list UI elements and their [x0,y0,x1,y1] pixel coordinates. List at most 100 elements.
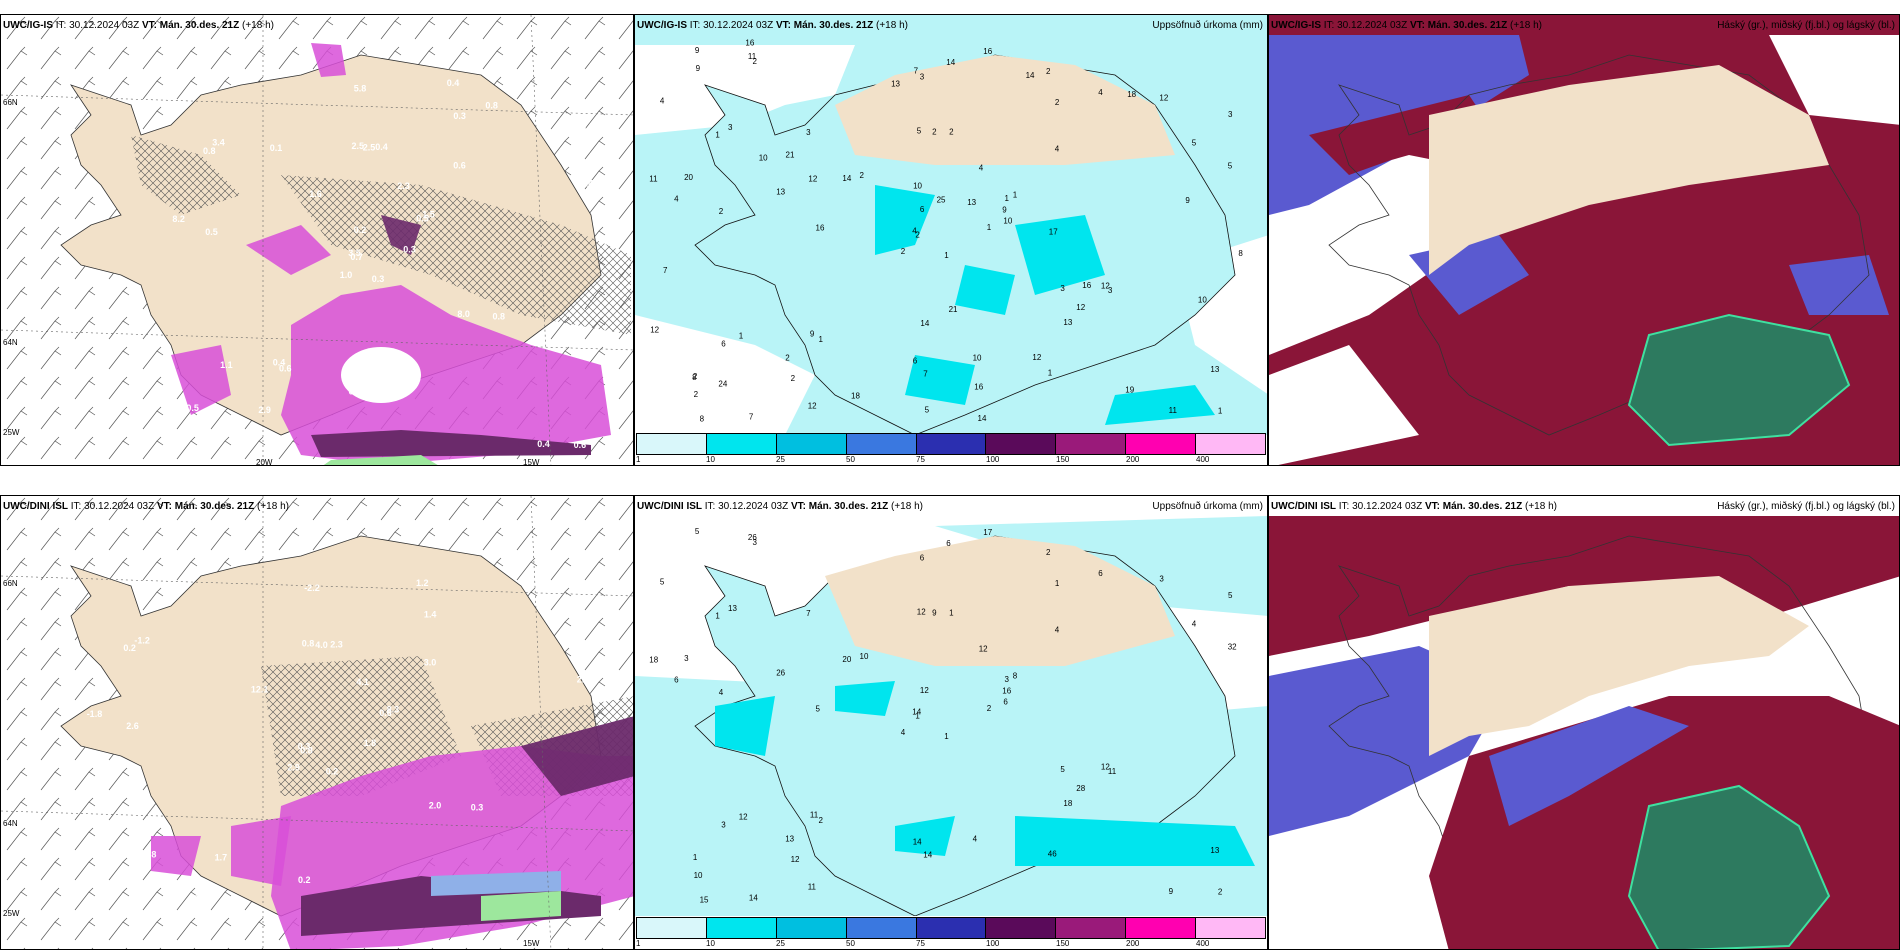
value-label: 20 [684,173,693,182]
value-label: 2 [987,704,992,713]
value-label: 6 [913,357,918,366]
value-label: 0.8 [203,146,216,156]
value-label: 5 [816,705,821,714]
wind-precip-map: 66N 64N 25W 15W 0.2 0.2 0.8 0.6 0.6 1.7 1.2 2.3… [1,496,633,949]
value-label: 3.4 [212,138,225,148]
value-label: 2.6 [126,721,139,731]
precip-value-labels: 0.2 0.2 0.8 0.6 0.6 1.7 1.2 2.3 1.4 1.8 1.3 1.5 2.6 2… [87,568,590,943]
value-label: 5 [695,527,700,536]
value-label: 11 [748,52,757,61]
value-label: 1.5 [568,926,581,936]
value-label: 13 [891,79,900,88]
value-label: 2 [719,207,724,216]
map-panel-bottom-left: UWC/DINI ISL IT: 30.12.2024 03Z VT: Mán.… [0,495,634,950]
value-label: 4 [979,164,984,173]
value-label: 12 [791,855,800,864]
value-label: 1.7 [215,853,228,863]
value-label: 14 [749,894,758,903]
panel-title: UWC/IG-IS IT: 30.12.2024 03Z VT: Mán. 30… [1271,20,1542,31]
value-label: 2 [819,816,824,825]
value-label: 9 [932,609,937,618]
value-label: 0.6 [453,161,466,171]
value-label: 1 [915,711,920,720]
grid-label-lat64: 64N [3,338,18,347]
value-label: 13 [728,604,737,613]
precipitation-map: 1122112221212324754122221333435466349111… [635,15,1267,435]
value-label: 0.3 [453,111,466,121]
value-label: 16 [983,47,992,56]
colorbar-ticks: 1 10 25 50 75 100 150 200 400 [636,455,1210,464]
value-label: 0.4 [581,124,594,134]
value-label: 14 [842,174,851,183]
panel-variable-title: Háský (gr.), miðský (fj.bl.) og lágský (… [1717,501,1895,512]
colorbar-swatch [985,918,1056,938]
value-label: 1 [1218,407,1223,416]
value-label: 2.9 [287,763,300,773]
value-label: 2 [1046,67,1051,76]
value-label: 0.4 [447,78,460,88]
value-label: 6 [946,539,951,548]
value-label: 0.8 [302,639,315,649]
value-label: 1 [944,732,949,741]
value-label: 6 [1098,569,1103,578]
value-label: 1.0 [340,270,353,280]
value-label: 1 [1013,191,1018,200]
value-label: 2.3 [330,640,343,650]
value-label: 5 [917,126,922,135]
value-label: 20 [842,655,851,664]
wind-precip-map: 66N 64N 25W 20W 15W 0.30.80.70.50.50.60.… [1,15,633,465]
value-label: 12 [979,645,988,654]
value-label: 2 [693,372,698,381]
value-label: 0.2 [354,225,367,235]
value-label: 6 [920,205,925,214]
value-label: -2.2 [304,583,320,593]
precip-magenta-area [281,285,611,465]
value-label: 24 [718,380,727,389]
value-label: 0.5 [205,227,218,237]
value-label: 0.4 [273,358,286,368]
value-label: 18 [851,392,860,401]
grid-label-lat64: 64N [3,819,18,828]
value-label: 5.8 [354,84,367,94]
cloud-cover-map [1269,496,1899,949]
value-label: 14 [912,707,921,716]
value-label: 0.8 [300,746,313,756]
value-label: 5 [1060,765,1065,774]
value-label: 2 [785,354,790,363]
colorbar-swatch [1125,434,1196,454]
value-label: 8 [692,373,697,382]
panel-variable-title: Uppsöfnuð úrkoma (mm) [1152,501,1263,512]
colorbar-swatch [636,918,706,938]
value-label: 0.6 [379,708,392,718]
value-label: 9 [810,329,815,338]
value-label: 2 [694,390,699,399]
value-label: 3 [1060,284,1065,293]
colorbar-swatch [775,918,846,938]
value-label: 8.3 [387,705,400,715]
value-label: 16 [974,382,983,391]
colorbar-swatch [915,918,986,938]
value-label: 1 [949,608,954,617]
value-label: 10 [759,154,768,163]
value-label: 3 [753,538,758,547]
value-label: 4 [719,688,724,697]
value-label: 3.5 [348,248,361,258]
value-label: 12 [920,686,929,695]
value-label: 2 [1218,888,1223,897]
value-label: 14 [913,838,922,847]
value-label: 2 [1055,98,1060,107]
panel-variable-title: Háský (gr.), miðský (fj.bl.) og lágský (… [1717,20,1895,31]
colorbar-swatch [1125,918,1196,938]
value-label: 8 [1238,249,1243,258]
value-label: 0.3 [298,741,311,751]
precip-value-labels: 0.30.80.70.50.50.60.40.40.30.30.50.60.50… [172,67,593,456]
value-label: 17 [983,528,992,537]
value-label: 2 [753,57,758,66]
value-label: 17 [1049,228,1058,237]
value-label: 46 [1048,849,1057,858]
value-label: 3 [1005,675,1010,684]
value-label: 6 [674,676,679,685]
value-label: 7 [923,370,928,379]
value-label: 16 [1082,281,1091,290]
value-label: 9 [695,46,700,55]
